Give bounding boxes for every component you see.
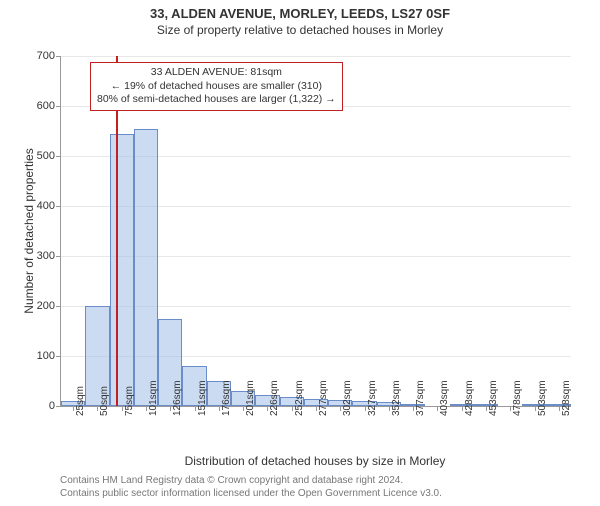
ytick (56, 406, 61, 407)
xtick-label: 428sqm (464, 380, 475, 416)
xtick (243, 406, 244, 411)
xtick (292, 406, 293, 411)
footer-line-1: Contains HM Land Registry data © Crown c… (60, 474, 442, 487)
xtick-label: 327sqm (367, 380, 378, 416)
xtick-label: 453sqm (488, 380, 499, 416)
annotation-line: 80% of semi-detached houses are larger (… (97, 93, 336, 107)
xtick-label: 75sqm (124, 386, 135, 416)
ytick (56, 106, 61, 107)
histogram-bar (134, 129, 158, 407)
xtick (146, 406, 147, 411)
xtick-label: 302sqm (342, 380, 353, 416)
chart-area: Number of detached properties Distributi… (60, 56, 570, 406)
xtick-label: 101sqm (148, 380, 159, 416)
ytick (56, 156, 61, 157)
ytick (56, 356, 61, 357)
xtick-label: 528sqm (561, 380, 572, 416)
ytick-label: 0 (25, 400, 55, 412)
annotation-box: 33 ALDEN AVENUE: 81sqm← 19% of detached … (90, 62, 343, 111)
ytick-label: 100 (25, 350, 55, 362)
xtick (219, 406, 220, 411)
ytick-label: 700 (25, 50, 55, 62)
ytick-label: 500 (25, 150, 55, 162)
ytick-label: 200 (25, 300, 55, 312)
gridline (61, 56, 571, 57)
ytick (56, 206, 61, 207)
xtick (462, 406, 463, 411)
xtick-label: 252sqm (294, 380, 305, 416)
y-axis-label: Number of detached properties (22, 148, 36, 313)
ytick-label: 600 (25, 100, 55, 112)
xtick (316, 406, 317, 411)
chart-subtitle: Size of property relative to detached ho… (0, 23, 600, 37)
xtick-label: 176sqm (221, 380, 232, 416)
histogram-bar (110, 134, 134, 407)
xtick (122, 406, 123, 411)
xtick-label: 201sqm (245, 380, 256, 416)
x-axis-label: Distribution of detached houses by size … (60, 454, 570, 468)
ytick (56, 56, 61, 57)
xtick (535, 406, 536, 411)
xtick-label: 478sqm (512, 380, 523, 416)
xtick (195, 406, 196, 411)
footer-text: Contains HM Land Registry data © Crown c… (60, 474, 442, 500)
xtick-label: 403sqm (439, 380, 450, 416)
xtick-label: 377sqm (415, 380, 426, 416)
xtick-label: 50sqm (99, 386, 110, 416)
xtick-label: 352sqm (391, 380, 402, 416)
ytick-label: 300 (25, 250, 55, 262)
xtick-label: 151sqm (197, 380, 208, 416)
xtick-label: 226sqm (269, 380, 280, 416)
ytick-label: 400 (25, 200, 55, 212)
xtick (486, 406, 487, 411)
ytick (56, 256, 61, 257)
chart-container: 33, ALDEN AVENUE, MORLEY, LEEDS, LS27 0S… (0, 6, 600, 506)
footer-line-2: Contains public sector information licen… (60, 487, 442, 500)
annotation-line: ← 19% of detached houses are smaller (31… (97, 80, 336, 94)
xtick-label: 277sqm (318, 380, 329, 416)
xtick (73, 406, 74, 411)
xtick (413, 406, 414, 411)
xtick-label: 126sqm (172, 380, 183, 416)
xtick-label: 503sqm (537, 380, 548, 416)
xtick (365, 406, 366, 411)
annotation-line: 33 ALDEN AVENUE: 81sqm (97, 66, 336, 80)
xtick (559, 406, 560, 411)
xtick (389, 406, 390, 411)
xtick-label: 25sqm (75, 386, 86, 416)
ytick (56, 306, 61, 307)
chart-title: 33, ALDEN AVENUE, MORLEY, LEEDS, LS27 0S… (0, 6, 600, 21)
